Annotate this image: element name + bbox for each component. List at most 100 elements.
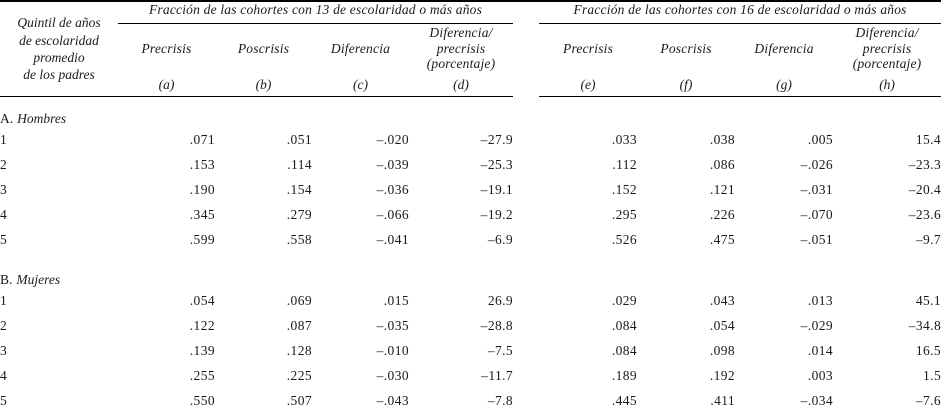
value-cell: .015 [383, 292, 409, 308]
group-gap [513, 313, 539, 338]
value-cell: .122 [189, 317, 215, 333]
col-precrisis-a: Precrisis [141, 40, 192, 56]
value-cell: –.010 [376, 342, 409, 358]
panel-label: A. Hombres [0, 97, 941, 128]
column-letter-row: (a) (b) (c) (d) (e) (f) (g) (h) [0, 73, 941, 97]
value-cell: –19.1 [480, 181, 514, 197]
value-cell: –.035 [376, 317, 409, 333]
value-cell: 16.5 [915, 342, 941, 358]
quintil-cell: 2 [0, 156, 8, 172]
value-cell: .098 [709, 342, 736, 358]
value-cell: –11.7 [481, 367, 514, 383]
value-cell: .069 [286, 292, 312, 308]
value-cell: .038 [709, 131, 736, 147]
value-cell: –.030 [376, 367, 409, 383]
value-cell: .445 [611, 392, 638, 408]
value-cell: .153 [189, 156, 215, 172]
value-cell: –.029 [800, 317, 834, 333]
quintil-cell: 2 [0, 317, 8, 333]
value-cell: –23.3 [908, 156, 941, 172]
value-cell: 1.5 [923, 367, 941, 383]
value-cell: .121 [709, 181, 736, 197]
value-cell: .154 [286, 181, 312, 197]
group-16-title: Fracción de las cohortes con 16 de escol… [539, 1, 941, 24]
value-cell: .086 [709, 156, 736, 172]
value-cell: –.066 [376, 206, 409, 222]
letter-a: (a) [118, 73, 215, 97]
value-cell: .005 [807, 131, 834, 147]
value-cell: .003 [807, 367, 834, 383]
value-cell: .226 [709, 206, 736, 222]
letter-b: (b) [215, 73, 312, 97]
group-gap [513, 288, 539, 313]
value-cell: –7.8 [487, 392, 514, 408]
value-cell: –.051 [800, 231, 834, 247]
group-gap [513, 202, 539, 227]
value-cell: –19.2 [480, 206, 514, 222]
letter-c: (c) [312, 73, 409, 97]
panel-prefix: A. [0, 111, 14, 126]
value-cell: .029 [611, 292, 638, 308]
value-cell: .114 [287, 156, 312, 172]
value-cell: –27.9 [480, 131, 514, 147]
value-cell: –28.8 [480, 317, 514, 333]
value-cell: .139 [189, 342, 215, 358]
quintil-cell: 4 [0, 367, 8, 383]
table-row: 5 .550 .507 –.043 –7.8 .445 .411 –.034 –… [0, 388, 941, 410]
value-cell: –.031 [800, 181, 834, 197]
quintil-cell: 5 [0, 392, 8, 408]
value-cell: .411 [710, 392, 736, 408]
value-cell: –9.7 [915, 231, 941, 247]
group-gap [513, 73, 539, 97]
group-gap [513, 24, 539, 74]
col-poscrisis-f: Poscrisis [660, 40, 712, 56]
value-cell: –25.3 [480, 156, 514, 172]
group-13-title: Fracción de las cohortes con 13 de escol… [118, 1, 514, 24]
value-cell: –20.4 [908, 181, 941, 197]
value-cell: –.041 [376, 231, 409, 247]
value-cell: –.036 [376, 181, 409, 197]
group-gap [513, 227, 539, 252]
value-cell: –23.6 [908, 206, 941, 222]
group-gap [513, 338, 539, 363]
panel-name: Hombres [17, 111, 67, 126]
value-cell: –.043 [376, 392, 409, 408]
value-cell: 15.4 [915, 131, 941, 147]
value-cell: .189 [611, 367, 638, 383]
value-cell: 26.9 [487, 292, 514, 308]
value-cell: .128 [286, 342, 312, 358]
letter-f: (f) [637, 73, 736, 97]
value-cell: .190 [189, 181, 215, 197]
value-cell: .051 [286, 131, 312, 147]
value-cell: .599 [189, 231, 215, 247]
col-diferencia-c: Diferencia [330, 40, 391, 56]
value-cell: .084 [611, 317, 638, 333]
panel-name: Mujeres [16, 272, 61, 287]
value-cell: 45.1 [915, 292, 941, 308]
value-cell: –.026 [800, 156, 834, 172]
quintil-cell: 5 [0, 231, 8, 247]
group-gap [513, 388, 539, 410]
value-cell: .084 [611, 342, 638, 358]
group-gap [513, 363, 539, 388]
letter-e: (e) [539, 73, 638, 97]
col-precrisis-e: Precrisis [563, 40, 614, 56]
value-cell: .054 [709, 317, 736, 333]
value-cell: .033 [611, 131, 638, 147]
value-cell: .071 [189, 131, 215, 147]
value-cell: .225 [286, 367, 312, 383]
value-cell: .558 [286, 231, 312, 247]
panel-header-hombres: A. Hombres [0, 97, 941, 128]
value-cell: –7.6 [915, 392, 941, 408]
table-row: 3 .190 .154 –.036 –19.1 .152 .121 –.031 … [0, 177, 941, 202]
value-cell: –.020 [376, 131, 409, 147]
value-cell: .087 [286, 317, 312, 333]
value-cell: .112 [612, 156, 638, 172]
value-cell: .255 [189, 367, 215, 383]
group-gap [513, 1, 539, 24]
value-cell: .192 [709, 367, 736, 383]
letter-g: (g) [735, 73, 834, 97]
panel-label: B. Mujeres [0, 252, 941, 288]
